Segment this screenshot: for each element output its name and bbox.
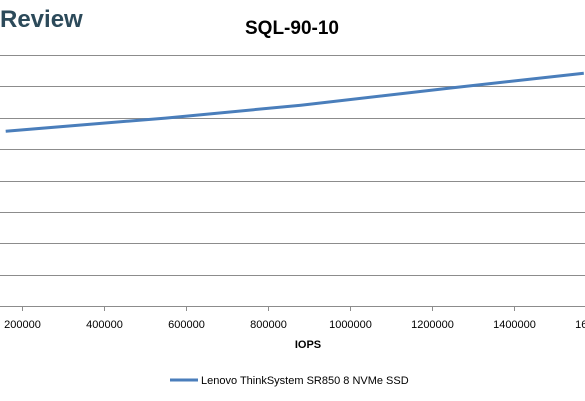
chart-title: SQL-90-10 [245,18,339,39]
x-tick-label: 1200000 [411,319,454,331]
x-tick-label: 1000000 [329,319,372,331]
brand-logo: Review [0,6,83,33]
series-line [5,71,584,133]
x-tick-label: 800000 [250,319,287,331]
x-tick-label: 1600000 [575,319,585,331]
x-tick-label: 1400000 [493,319,536,331]
legend-label: Lenovo ThinkSystem SR850 8 NVMe SSD [201,375,409,387]
x-tick-label: 400000 [86,319,123,331]
x-tick-label: 200000 [4,319,41,331]
x-axis-label: IOPS [295,339,321,351]
x-tick-label: 600000 [168,319,205,331]
